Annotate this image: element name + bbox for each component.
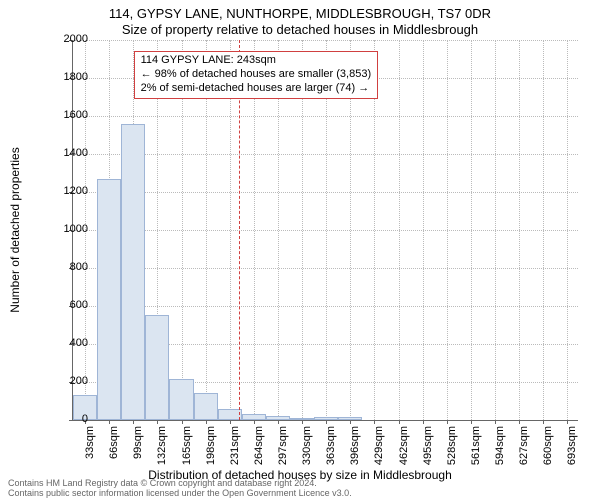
ytick-label: 200: [28, 375, 88, 387]
gridline-v: [471, 40, 472, 420]
xtick-mark: [567, 420, 568, 424]
y-axis-label-wrap: Number of detached properties: [8, 40, 22, 420]
title-line2: Size of property relative to detached ho…: [0, 22, 600, 37]
histogram-bar: [242, 414, 266, 420]
xtick-mark: [495, 420, 496, 424]
ytick-label: 1400: [28, 147, 88, 159]
ytick-label: 1600: [28, 109, 88, 121]
xtick-label: 231sqm: [229, 426, 241, 476]
ytick-label: 0: [28, 413, 88, 425]
histogram-bar: [145, 315, 169, 420]
xtick-mark: [302, 420, 303, 424]
annotation-line3: 2% of semi-detached houses are larger (7…: [141, 82, 372, 96]
xtick-label: 33sqm: [84, 426, 96, 476]
xtick-label: 561sqm: [470, 426, 482, 476]
histogram-bar: [314, 417, 338, 420]
histogram-bar: [194, 393, 218, 420]
ytick-label: 800: [28, 261, 88, 273]
xtick-label: 363sqm: [325, 426, 337, 476]
xtick-mark: [133, 420, 134, 424]
xtick-mark: [326, 420, 327, 424]
histogram-bar: [290, 418, 314, 420]
ytick-label: 2000: [28, 33, 88, 45]
ytick-label: 1200: [28, 185, 88, 197]
xtick-label: 594sqm: [494, 426, 506, 476]
gridline-v: [567, 40, 568, 420]
xtick-mark: [447, 420, 448, 424]
xtick-mark: [206, 420, 207, 424]
xtick-label: 528sqm: [446, 426, 458, 476]
histogram-bar: [266, 416, 290, 420]
ytick-label: 1800: [28, 71, 88, 83]
xtick-label: 132sqm: [156, 426, 168, 476]
xtick-label: 495sqm: [422, 426, 434, 476]
chart-container: 114, GYPSY LANE, NUNTHORPE, MIDDLESBROUG…: [0, 0, 600, 500]
xtick-label: 297sqm: [277, 426, 289, 476]
xtick-label: 660sqm: [542, 426, 554, 476]
xtick-mark: [374, 420, 375, 424]
gridline-v: [543, 40, 544, 420]
gridline-v: [399, 40, 400, 420]
gridline-v: [423, 40, 424, 420]
title-line1: 114, GYPSY LANE, NUNTHORPE, MIDDLESBROUG…: [0, 6, 600, 21]
xtick-mark: [423, 420, 424, 424]
histogram-bar: [169, 379, 193, 420]
histogram-bar: [97, 179, 121, 420]
ytick-label: 400: [28, 337, 88, 349]
y-axis-label: Number of detached properties: [8, 147, 22, 312]
xtick-mark: [350, 420, 351, 424]
xtick-mark: [399, 420, 400, 424]
xtick-label: 66sqm: [108, 426, 120, 476]
gridline-v: [447, 40, 448, 420]
annotation-line2: ← 98% of detached houses are smaller (3,…: [141, 68, 372, 82]
xtick-label: 264sqm: [253, 426, 265, 476]
xtick-mark: [543, 420, 544, 424]
histogram-bar: [121, 124, 145, 420]
annotation-line1: 114 GYPSY LANE: 243sqm: [141, 54, 372, 68]
annotation-box: 114 GYPSY LANE: 243sqm← 98% of detached …: [134, 51, 379, 98]
xtick-label: 462sqm: [398, 426, 410, 476]
xtick-label: 396sqm: [349, 426, 361, 476]
gridline-v: [495, 40, 496, 420]
xtick-label: 429sqm: [373, 426, 385, 476]
xtick-mark: [471, 420, 472, 424]
xtick-mark: [278, 420, 279, 424]
plot-area: 114 GYPSY LANE: 243sqm← 98% of detached …: [72, 40, 578, 421]
footer-line2: Contains public sector information licen…: [8, 489, 352, 499]
xtick-mark: [157, 420, 158, 424]
xtick-label: 198sqm: [205, 426, 217, 476]
gridline-v: [519, 40, 520, 420]
xtick-mark: [519, 420, 520, 424]
ytick-label: 600: [28, 299, 88, 311]
xtick-mark: [109, 420, 110, 424]
xtick-label: 165sqm: [181, 426, 193, 476]
xtick-mark: [254, 420, 255, 424]
xtick-label: 330sqm: [301, 426, 313, 476]
xtick-label: 627sqm: [518, 426, 530, 476]
xtick-mark: [182, 420, 183, 424]
footer-attribution: Contains HM Land Registry data © Crown c…: [8, 479, 352, 499]
xtick-label: 99sqm: [132, 426, 144, 476]
xtick-label: 693sqm: [566, 426, 578, 476]
xtick-mark: [230, 420, 231, 424]
histogram-bar: [338, 417, 362, 420]
ytick-label: 1000: [28, 223, 88, 235]
